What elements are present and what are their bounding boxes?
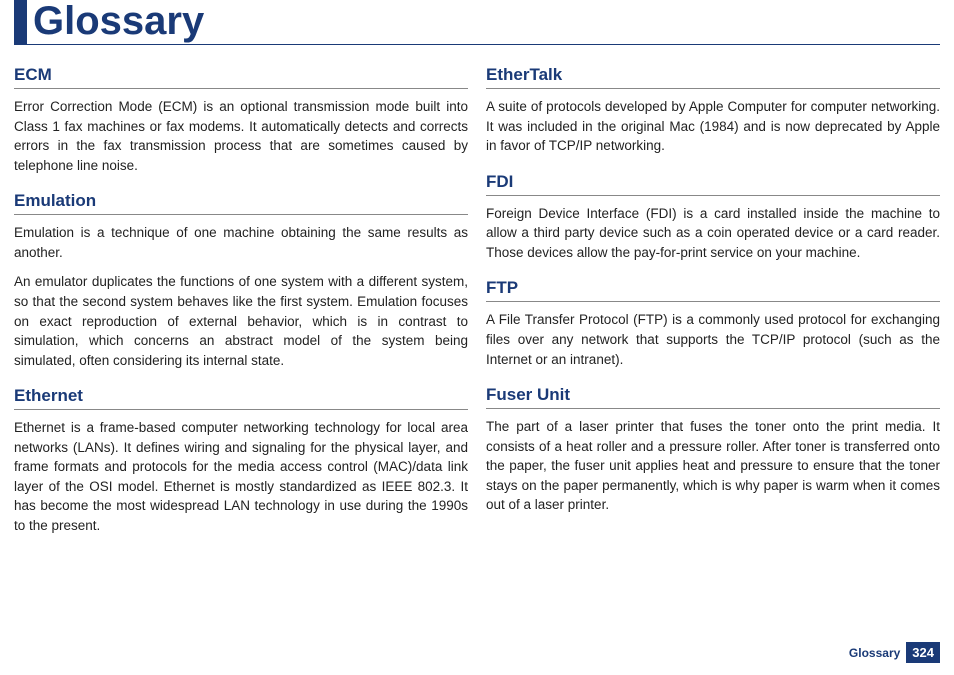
title-accent-bar (14, 0, 27, 44)
right-column: EtherTalk A suite of protocols developed… (486, 65, 940, 552)
glossary-term: Emulation (14, 191, 468, 215)
glossary-definition: The part of a laser printer that fuses t… (486, 417, 940, 515)
glossary-definition: Foreign Device Interface (FDI) is a card… (486, 204, 940, 263)
glossary-term: FTP (486, 278, 940, 302)
left-column: ECM Error Correction Mode (ECM) is an op… (14, 65, 468, 552)
content-columns: ECM Error Correction Mode (ECM) is an op… (0, 65, 954, 552)
glossary-entry: ECM Error Correction Mode (ECM) is an op… (14, 65, 468, 175)
page-footer: Glossary 324 (849, 642, 940, 663)
glossary-definition: A File Transfer Protocol (FTP) is a comm… (486, 310, 940, 369)
glossary-entry: FTP A File Transfer Protocol (FTP) is a … (486, 278, 940, 369)
glossary-entry: Ethernet Ethernet is a frame-based compu… (14, 386, 468, 535)
glossary-entry: FDI Foreign Device Interface (FDI) is a … (486, 172, 940, 263)
glossary-term: ECM (14, 65, 468, 89)
footer-section-label: Glossary (849, 646, 900, 660)
glossary-term: Ethernet (14, 386, 468, 410)
glossary-definition: Ethernet is a frame-based computer netwo… (14, 418, 468, 535)
glossary-entry: Fuser Unit The part of a laser printer t… (486, 385, 940, 515)
glossary-definition: An emulator duplicates the functions of … (14, 272, 468, 370)
glossary-definition: A suite of protocols developed by Apple … (486, 97, 940, 156)
page-header: Glossary (14, 0, 940, 45)
glossary-term: Fuser Unit (486, 385, 940, 409)
glossary-entry: Emulation Emulation is a technique of on… (14, 191, 468, 370)
glossary-definition: Error Correction Mode (ECM) is an option… (14, 97, 468, 175)
glossary-term: EtherTalk (486, 65, 940, 89)
page-number: 324 (906, 642, 940, 663)
glossary-entry: EtherTalk A suite of protocols developed… (486, 65, 940, 156)
glossary-term: FDI (486, 172, 940, 196)
glossary-definition: Emulation is a technique of one machine … (14, 223, 468, 262)
page-title: Glossary (27, 0, 204, 44)
